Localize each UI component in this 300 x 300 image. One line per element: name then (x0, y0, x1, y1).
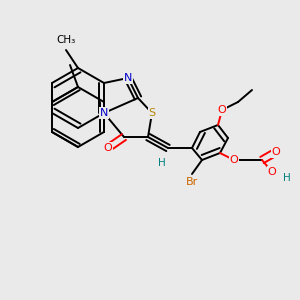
Text: N: N (100, 108, 108, 118)
Text: Br: Br (186, 177, 198, 187)
Text: O: O (103, 143, 112, 153)
Text: O: O (272, 147, 280, 157)
Text: S: S (148, 108, 156, 118)
Text: O: O (230, 155, 238, 165)
Text: O: O (268, 167, 276, 177)
Text: H: H (283, 173, 291, 183)
Text: O: O (218, 105, 226, 115)
Text: CH₃: CH₃ (56, 35, 76, 45)
Text: H: H (158, 158, 166, 168)
Text: N: N (124, 73, 132, 83)
